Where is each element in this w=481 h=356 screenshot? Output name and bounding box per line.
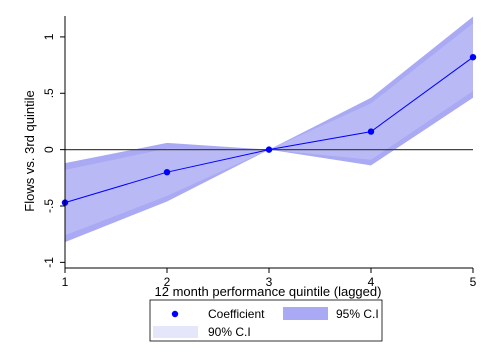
coefficient-point (163, 168, 171, 176)
legend-ci90-swatch (153, 326, 198, 338)
y-tick-label: .5 (42, 88, 56, 98)
y-tick-label: 1 (42, 33, 56, 40)
coefficient-point (367, 128, 375, 135)
x-tick-label: 4 (368, 275, 375, 289)
coefficient-point (265, 146, 273, 153)
y-tick-label: -1 (42, 257, 56, 268)
axes: -1 -.5 0 .5 1 1 2 3 4 5 (42, 16, 477, 289)
y-tick-label: 0 (42, 146, 56, 153)
y-axis-title: Flows vs. 3rd quintile (22, 90, 37, 211)
legend-ci90-label: 90% C.I (208, 325, 251, 339)
x-tick-label: 3 (266, 275, 273, 289)
plot-area (61, 16, 477, 243)
legend-ci95-swatch (283, 307, 328, 320)
coefficient-point (469, 54, 477, 61)
x-axis-title: 12 month performance quintile (lagged) (155, 284, 382, 299)
legend-coefficient-label: Coefficient (208, 307, 265, 321)
ci95-band (65, 16, 473, 243)
legend-coefficient-marker (171, 310, 179, 318)
x-tick-label: 1 (62, 275, 69, 289)
ci90-band (65, 23, 473, 236)
legend-ci95-label: 95% C.I (336, 307, 379, 321)
legend: Coefficient 95% C.I 90% C.I (149, 299, 383, 342)
x-tick-label: 5 (470, 275, 477, 289)
x-tick-label: 2 (164, 275, 171, 289)
y-tick-label: -.5 (42, 199, 56, 213)
